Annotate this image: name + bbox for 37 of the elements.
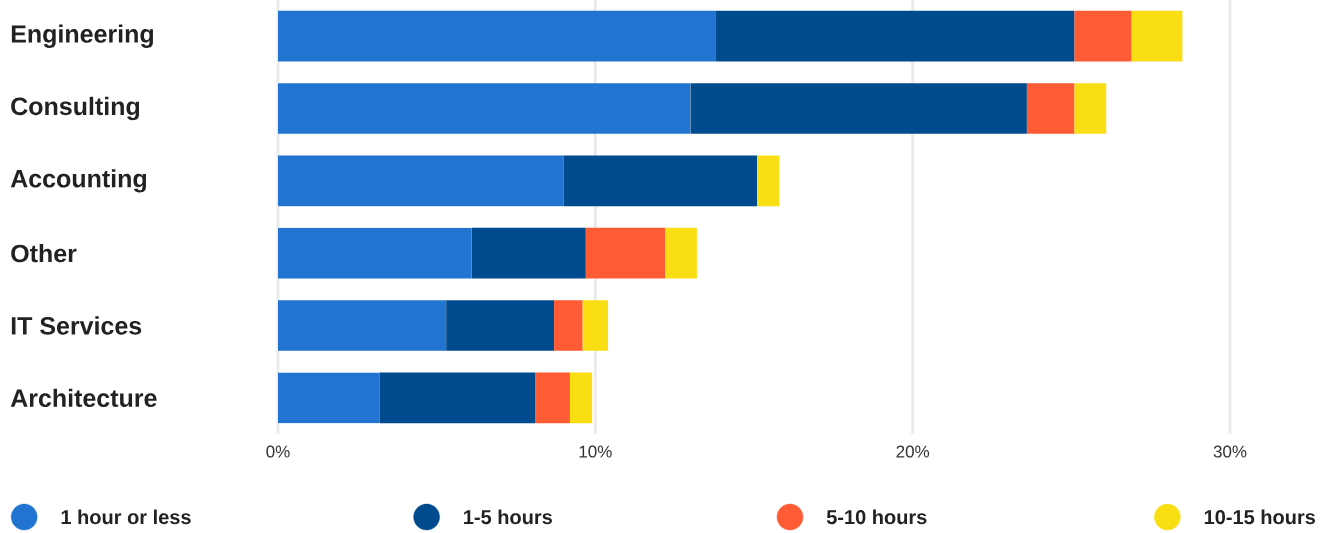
bar [278, 83, 691, 134]
bar [582, 300, 609, 351]
bar [471, 227, 586, 279]
bar [757, 155, 780, 207]
y-tick-label: Engineering [11, 24, 153, 48]
bar [278, 155, 564, 207]
y-tick-label: Consulting [11, 96, 140, 121]
legend-label: 1-5 hours [464, 509, 552, 525]
legend-label: 5-10 hours [826, 509, 927, 525]
legend-label: 10-15 hours [1204, 509, 1316, 525]
x-tick-label: 0% [266, 445, 290, 458]
y-tick-label: Accounting [10, 169, 147, 193]
bar [665, 227, 697, 279]
bar [1131, 10, 1183, 62]
y-tick-label: Architecture [10, 388, 157, 408]
bar [585, 227, 666, 279]
bar [1026, 83, 1075, 134]
bar [563, 155, 758, 207]
bar [446, 300, 555, 351]
bar [535, 372, 570, 424]
bar [1074, 83, 1107, 134]
bar [278, 10, 716, 62]
bar [715, 10, 1075, 62]
bar [278, 372, 380, 424]
legend-label: 1 hour or less [61, 509, 191, 525]
bar [379, 372, 536, 424]
bar [278, 300, 447, 351]
y-tick-label: IT Services [11, 316, 142, 335]
x-tick-label: 10% [579, 445, 612, 458]
bar [690, 83, 1027, 134]
bar [569, 372, 593, 424]
bar [554, 300, 583, 351]
bar [278, 227, 472, 279]
bar [1074, 10, 1132, 62]
y-tick-label: Other [11, 243, 77, 263]
x-tick-label: 20% [896, 445, 930, 458]
x-tick-label: 30% [1213, 445, 1247, 458]
